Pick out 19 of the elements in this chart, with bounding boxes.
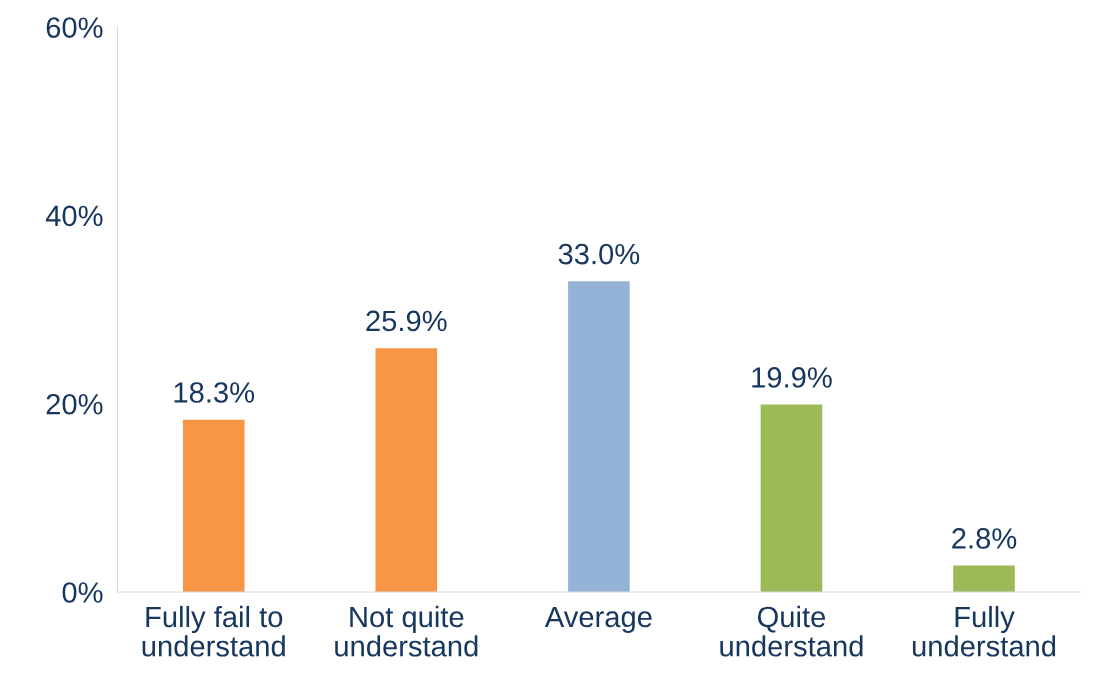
y-tick-label: 40% xyxy=(45,205,103,227)
data-label: 33.0% xyxy=(558,243,640,265)
x-tick-label: Fully fail to understand xyxy=(142,605,285,657)
y-tick-label: 20% xyxy=(46,393,103,415)
data-label: 2.8% xyxy=(952,528,1017,549)
x-tick-label: Not quite understand xyxy=(335,605,478,657)
y-tick-label: 0% xyxy=(62,582,103,603)
bar xyxy=(375,348,438,592)
bar xyxy=(182,419,245,592)
bar xyxy=(568,281,630,592)
bar xyxy=(760,404,823,592)
data-label: 19.9% xyxy=(752,367,832,388)
data-label: 18.3% xyxy=(174,382,255,403)
data-label: 25.9% xyxy=(366,310,447,332)
y-tick-label: 60% xyxy=(46,17,103,38)
x-tick-label: Average xyxy=(544,606,652,634)
bar xyxy=(953,565,1015,592)
x-tick-label: Quite understand xyxy=(720,605,863,657)
x-tick-label: Fully understand xyxy=(912,605,1056,657)
